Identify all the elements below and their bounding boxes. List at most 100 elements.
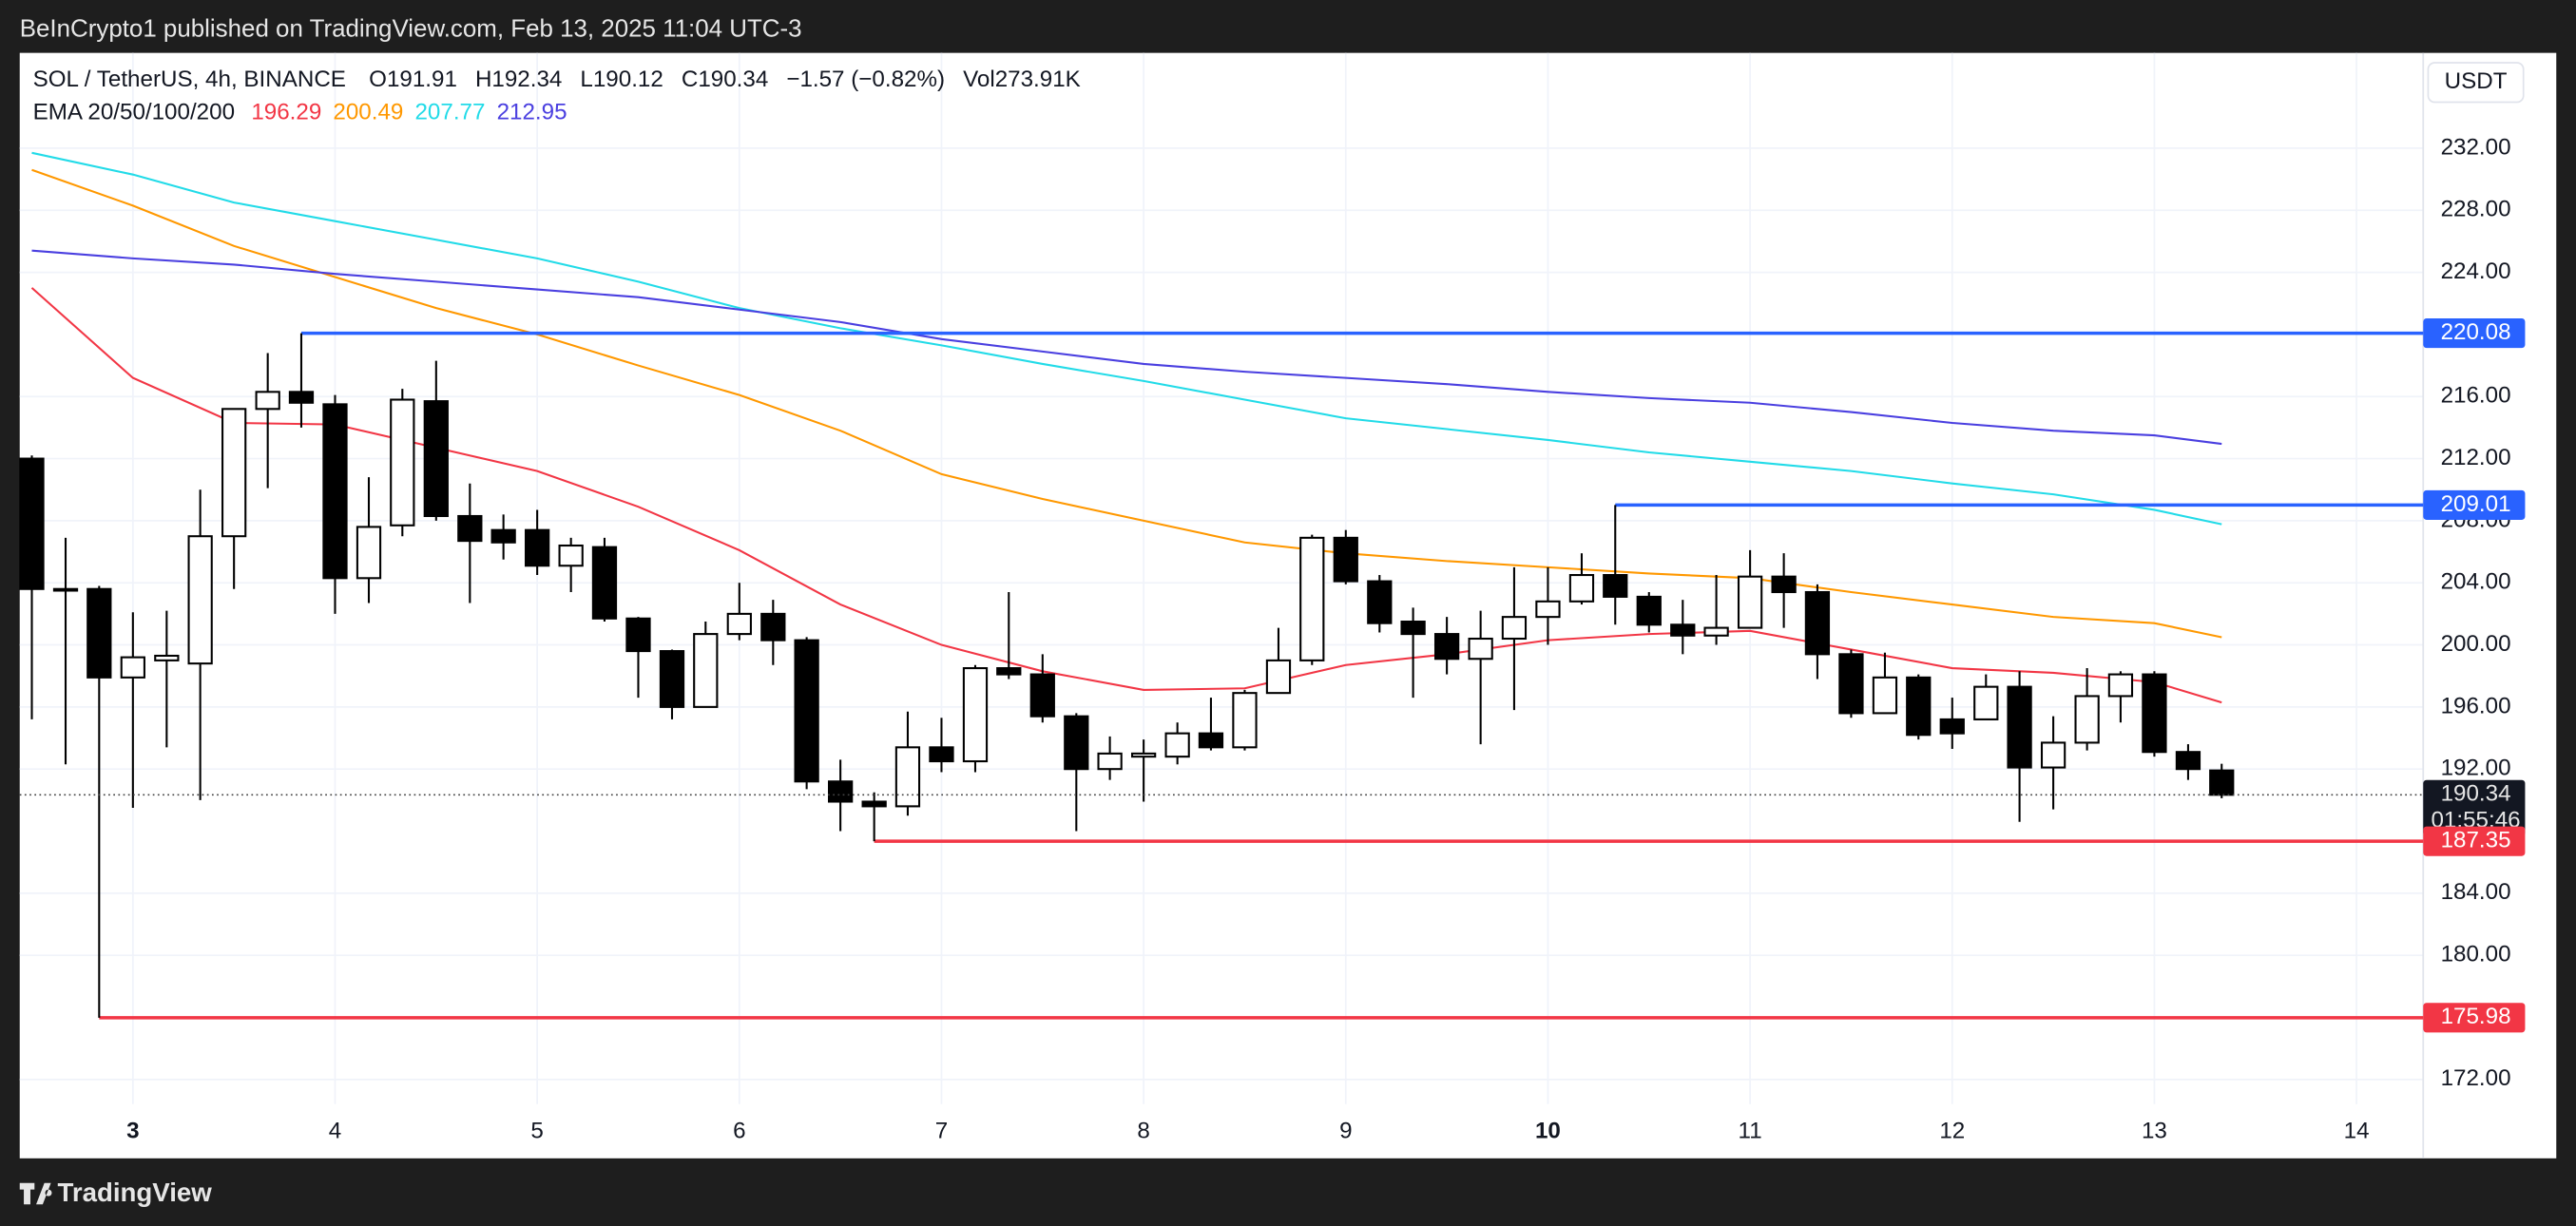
level-label-box — [2423, 489, 2526, 520]
candle-body — [1501, 616, 1528, 641]
indicator-label: EMA 20/50/100/200 — [33, 100, 235, 125]
candle-body — [1872, 676, 1898, 715]
candle-body — [1232, 692, 1258, 749]
candle-body — [861, 800, 887, 808]
ohlc-value: 191.91 — [387, 67, 457, 92]
y-tick-label: 204.00 — [2441, 569, 2511, 595]
ohlc-key: L — [580, 67, 592, 92]
candle-body — [1097, 752, 1123, 771]
ema-line — [31, 151, 2222, 526]
candle-body — [1433, 633, 1460, 661]
level-label-box — [2423, 1003, 2526, 1033]
candle-body — [760, 612, 786, 642]
candle-body — [1737, 575, 1763, 629]
candle-body — [1670, 623, 1696, 637]
y-tick-label: 192.00 — [2441, 756, 2511, 781]
brand: TradingView — [19, 1178, 212, 1207]
level-label: 220.08 — [2441, 319, 2511, 345]
candle-body — [390, 398, 415, 527]
candle-body — [457, 514, 483, 543]
ohlc-key: C — [682, 67, 698, 92]
candle-body — [2040, 741, 2067, 769]
y-tick-label: 212.00 — [2441, 445, 2511, 470]
candle-body — [2142, 673, 2167, 754]
candle-body — [2074, 695, 2100, 744]
ema-value: 212.95 — [497, 100, 567, 125]
x-tick-label: 3 — [126, 1119, 139, 1144]
candle-body — [894, 746, 921, 808]
ohlc-key: H — [475, 67, 491, 92]
y-tick-label: 200.00 — [2441, 631, 2511, 657]
candle-body — [525, 528, 550, 567]
volume-value: 273.91K — [995, 67, 1081, 92]
ema-value: 207.77 — [414, 100, 485, 125]
x-tick-label: 9 — [1339, 1119, 1352, 1144]
candle-body — [962, 667, 989, 763]
candle-body — [659, 650, 685, 708]
candle-body — [154, 654, 180, 661]
candle-body — [87, 587, 112, 679]
ohlc-key: O — [369, 67, 387, 92]
candle-body — [356, 526, 382, 580]
candle-body — [1939, 718, 1965, 735]
ema-value: 196.29 — [251, 100, 321, 125]
candle-body — [52, 587, 79, 592]
candle-body — [828, 780, 854, 803]
x-tick-label: 6 — [733, 1119, 745, 1144]
level-label: 187.35 — [2441, 828, 2511, 853]
candle-body — [288, 391, 315, 404]
volume-key: Vol — [963, 67, 995, 92]
candle-body — [2107, 673, 2134, 698]
candle-body — [1198, 732, 1224, 749]
y-tick-label: 232.00 — [2441, 134, 2511, 160]
candle-body — [1771, 575, 1797, 594]
candle-body — [1029, 673, 1055, 718]
x-tick-label: 7 — [935, 1119, 948, 1144]
candle-body — [322, 403, 348, 580]
candle-body — [19, 457, 45, 590]
candle-body — [2209, 769, 2235, 796]
candle-body — [1568, 574, 1595, 603]
ema-line — [31, 249, 2222, 446]
candle-body — [1838, 653, 1864, 715]
candle-body — [693, 633, 719, 708]
x-tick-label: 4 — [329, 1119, 341, 1144]
candle-body — [1333, 536, 1358, 583]
candle-body — [1367, 580, 1393, 624]
symbol-legend: SOL / TetherUS, 4h, BINANCE O191.91 H192.3… — [33, 67, 1081, 92]
candle-body — [1603, 574, 1628, 598]
level-label-box — [2423, 826, 2526, 856]
candle-body — [558, 544, 584, 567]
candle-body — [591, 546, 618, 620]
candle-body — [1804, 590, 1831, 656]
candle-body — [996, 667, 1022, 676]
x-tick-label: 14 — [2344, 1119, 2370, 1144]
y-tick-label: 196.00 — [2441, 693, 2511, 718]
y-tick-label: 172.00 — [2441, 1065, 2511, 1091]
candle-body — [490, 528, 516, 544]
candle-body — [929, 746, 954, 763]
change: −1.57 (−0.82%) — [786, 67, 945, 92]
candle-body — [1265, 659, 1292, 695]
y-tick-label: 184.00 — [2441, 879, 2511, 905]
level-label: 175.98 — [2441, 1004, 2511, 1029]
candle-body — [1299, 536, 1325, 661]
candle-body — [1636, 595, 1662, 626]
ema-line — [31, 168, 2222, 639]
publisher: BeInCrypto1 published on TradingView.com… — [20, 15, 802, 42]
brand-name: TradingView — [57, 1178, 212, 1207]
candle-body — [255, 391, 280, 411]
ohlc-value: 190.34 — [698, 67, 768, 92]
x-tick-label: 5 — [530, 1119, 543, 1144]
candle-body — [1468, 637, 1493, 661]
candle-body — [1973, 685, 1999, 720]
ema-legend: EMA 20/50/100/200 196.29 200.49 207.77 212.9… — [33, 100, 567, 125]
candle-body — [1906, 676, 1932, 737]
candle-body — [1164, 732, 1190, 758]
x-tick-label: 11 — [1739, 1119, 1762, 1144]
brand-logo — [19, 1182, 52, 1205]
currency: USDT — [2445, 68, 2508, 94]
candle-body — [625, 617, 651, 653]
x-tick-label: 10 — [1535, 1119, 1561, 1144]
